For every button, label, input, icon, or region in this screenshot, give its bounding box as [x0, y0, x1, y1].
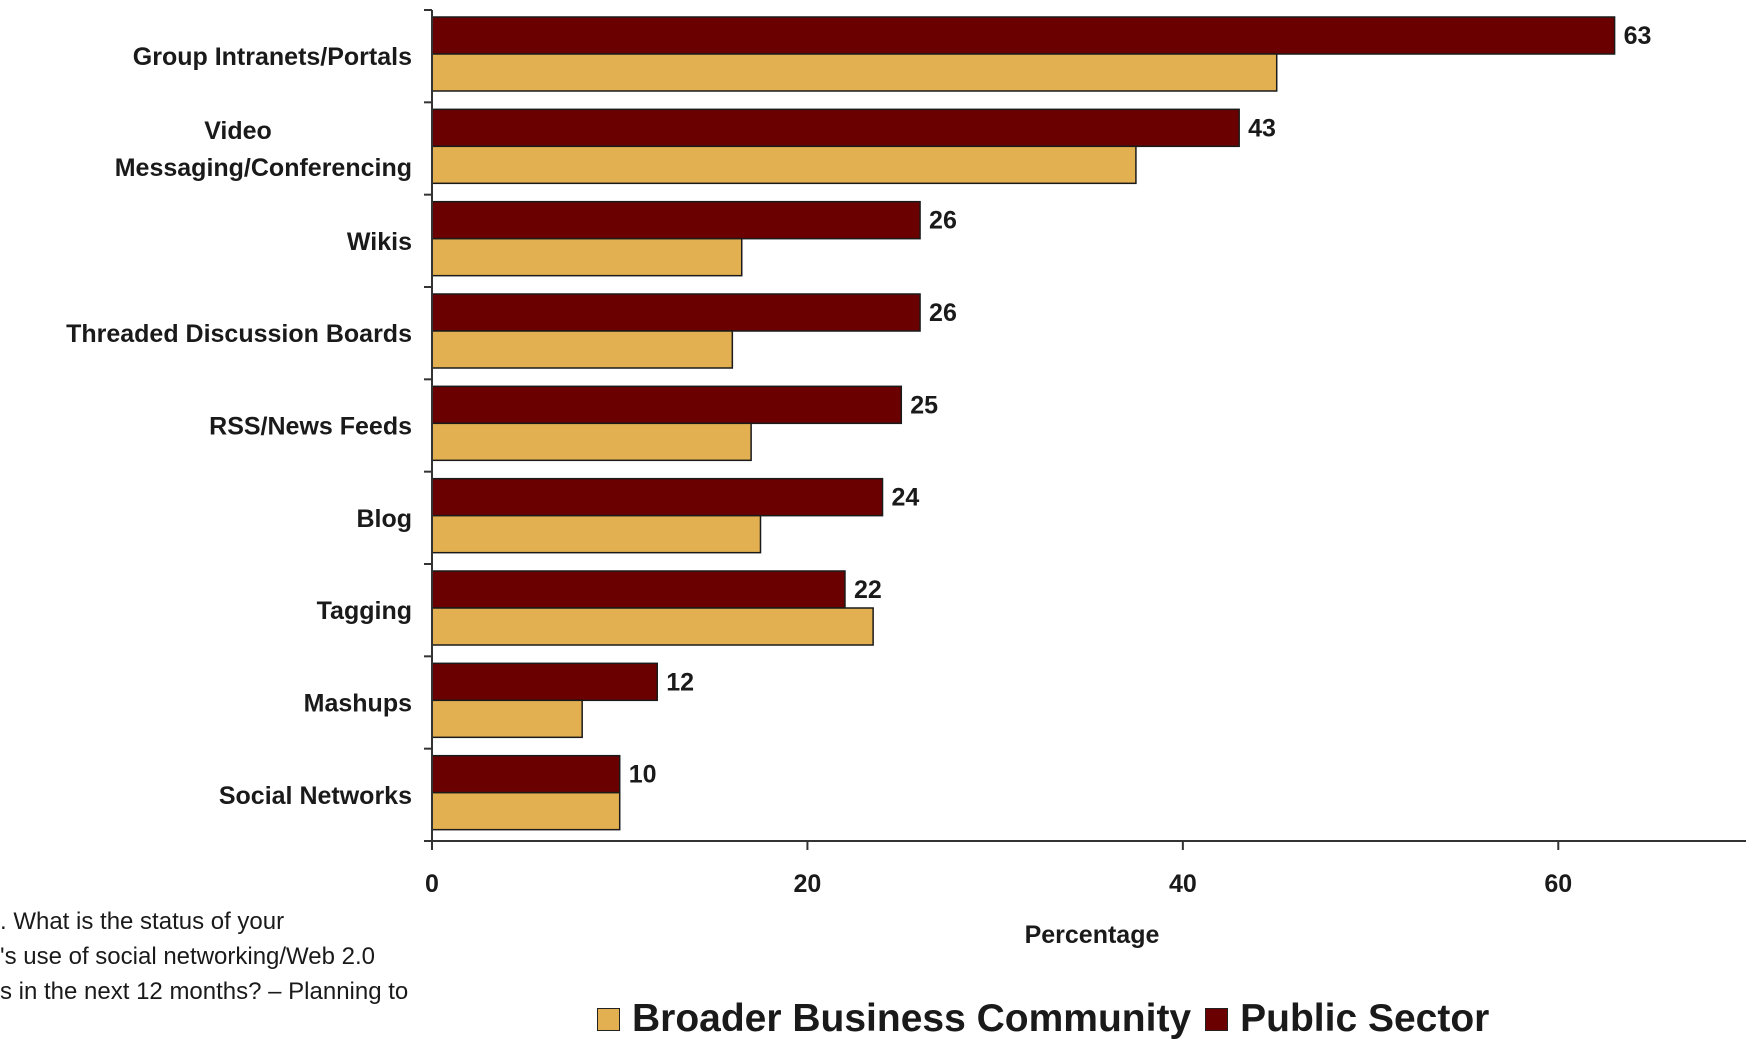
legend-item-broader-business: Broader Business Community [597, 997, 1191, 1041]
footnote-line: 's use of social networking/Web 2.0 [0, 943, 375, 970]
footnote-line: . What is the status of your [0, 908, 285, 935]
category-label: Social Networks [219, 782, 412, 810]
bar-broader-business [431, 791, 621, 831]
legend-item-public-sector: Public Sector [1205, 997, 1489, 1041]
data-labels-group: 63 43 26 26 25 24 22 12 10 [629, 22, 1652, 789]
x-tick-label: 0 [425, 870, 439, 898]
bar-public-sector [431, 200, 921, 240]
bar-broader-business [431, 330, 734, 369]
bar-public-sector [431, 570, 846, 609]
x-tick-label: 40 [1169, 870, 1197, 898]
data-label-public-sector: 43 [1248, 114, 1276, 142]
data-label-public-sector: 24 [892, 484, 920, 512]
category-label: Mashups [304, 690, 412, 718]
category-label: RSS/News Feeds [209, 413, 412, 441]
bar-public-sector [431, 16, 1616, 55]
category-label: Wikis [347, 228, 412, 256]
category-label: Video [204, 117, 272, 145]
bar-broader-business [431, 237, 743, 277]
bar-broader-business [431, 607, 874, 646]
category-labels-group: Group Intranets/Portals Video Messaging/Co… [66, 43, 412, 810]
category-label: Group Intranets/Portals [133, 43, 412, 71]
bar-public-sector [431, 108, 1240, 148]
x-tick-label: 60 [1544, 870, 1572, 898]
legend-label-broader-business: Broader Business Community [632, 997, 1192, 1040]
data-label-public-sector: 25 [910, 391, 938, 419]
legend-label-public-sector: Public Sector [1240, 997, 1490, 1040]
x-tick-label: 20 [794, 870, 822, 898]
category-label: Blog [356, 505, 412, 533]
legend-swatch-public-sector [1205, 1007, 1229, 1031]
bar-public-sector [431, 477, 884, 517]
category-label: Threaded Discussion Boards [66, 320, 412, 348]
category-label: Messaging/Conferencing [115, 154, 412, 182]
data-label-public-sector: 63 [1624, 22, 1652, 50]
bar-broader-business [431, 699, 583, 739]
data-label-public-sector: 22 [854, 576, 882, 604]
bar-broader-business [431, 422, 752, 462]
bar-broader-business [431, 145, 1137, 185]
legend: Broader Business Community Public Sector [597, 996, 1503, 1042]
axes-group [424, 9, 1746, 842]
footnote-line: s in the next 12 months? – Planning to [0, 978, 409, 1005]
bar-public-sector [431, 754, 621, 794]
bar-public-sector [431, 662, 659, 702]
data-label-public-sector: 10 [629, 761, 657, 789]
bar-broader-business [431, 53, 1278, 92]
data-label-public-sector: 12 [666, 668, 694, 696]
category-label: Tagging [317, 597, 412, 625]
legend-swatch-broader-business [597, 1007, 620, 1031]
bar-public-sector [431, 293, 921, 332]
data-label-public-sector: 26 [929, 207, 957, 235]
data-label-public-sector: 26 [929, 299, 957, 327]
bar-public-sector [431, 385, 903, 425]
x-axis-title: Percentage [1025, 921, 1160, 949]
bar-broader-business [431, 514, 762, 554]
x-ticks-group: 0 20 40 60 [425, 841, 1572, 898]
bars-group [431, 16, 1616, 831]
survey-question-footnote: . What is the status of your 's use of s… [0, 904, 520, 1009]
